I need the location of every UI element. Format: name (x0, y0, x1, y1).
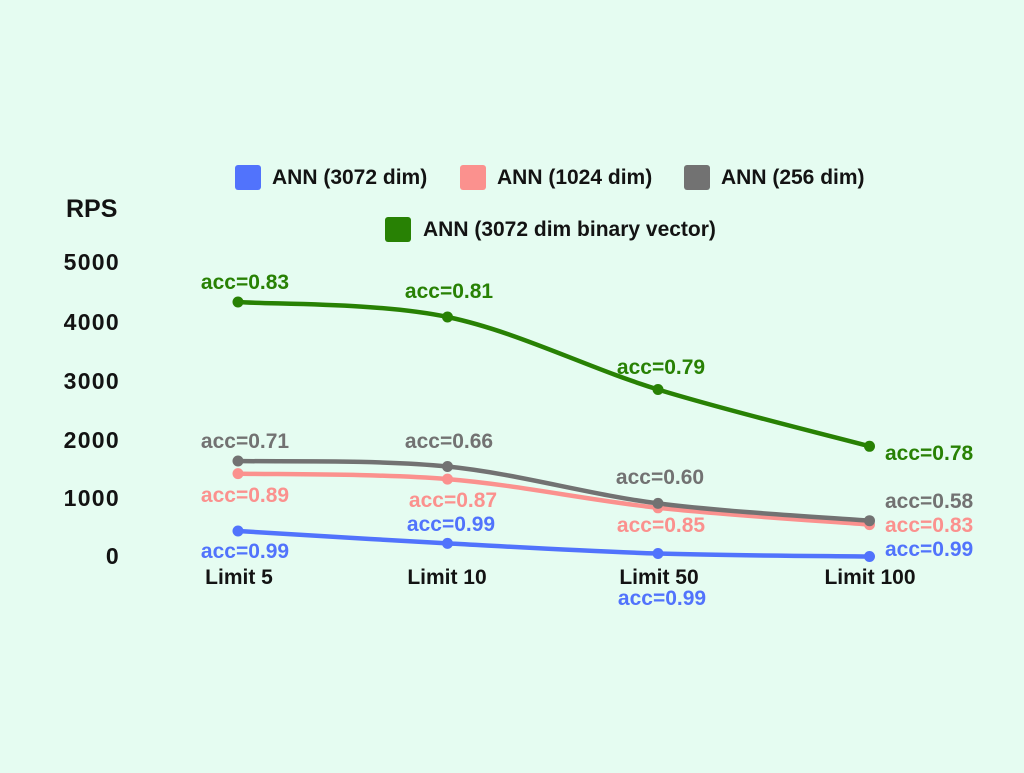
svg-text:acc=0.83: acc=0.83 (885, 514, 973, 537)
svg-text:acc=0.81: acc=0.81 (405, 280, 493, 303)
svg-text:acc=0.79: acc=0.79 (617, 356, 705, 379)
svg-text:ANN (1024 dim): ANN (1024 dim) (497, 166, 652, 189)
svg-text:acc=0.66: acc=0.66 (405, 430, 493, 453)
svg-text:ANN (3072 dim): ANN (3072 dim) (272, 166, 427, 189)
svg-text:acc=0.89: acc=0.89 (201, 484, 289, 507)
svg-text:acc=0.78: acc=0.78 (885, 442, 973, 465)
svg-text:Limit 10: Limit 10 (407, 566, 486, 589)
svg-text:acc=0.87: acc=0.87 (409, 489, 497, 512)
svg-text:acc=0.99: acc=0.99 (618, 587, 706, 610)
svg-text:Limit 50: Limit 50 (619, 566, 698, 589)
svg-text:Limit 5: Limit 5 (205, 566, 273, 589)
svg-text:1000: 1000 (64, 485, 120, 511)
svg-text:acc=0.99: acc=0.99 (407, 513, 495, 536)
svg-text:Limit 100: Limit 100 (824, 566, 915, 589)
svg-text:4000: 4000 (64, 309, 120, 335)
svg-text:acc=0.83: acc=0.83 (201, 271, 289, 294)
svg-text:acc=0.71: acc=0.71 (201, 430, 289, 453)
svg-text:5000: 5000 (64, 249, 120, 275)
svg-text:3000: 3000 (64, 368, 120, 394)
svg-text:acc=0.99: acc=0.99 (201, 540, 289, 563)
svg-text:0: 0 (106, 543, 120, 569)
svg-text:acc=0.60: acc=0.60 (616, 466, 704, 489)
svg-text:RPS: RPS (66, 195, 117, 223)
svg-text:acc=0.99: acc=0.99 (885, 538, 973, 561)
svg-text:2000: 2000 (64, 427, 120, 453)
svg-text:acc=0.58: acc=0.58 (885, 490, 973, 513)
svg-text:acc=0.85: acc=0.85 (617, 514, 705, 537)
svg-text:ANN (256 dim): ANN (256 dim) (721, 166, 865, 189)
svg-text:ANN (3072 dim binary vector): ANN (3072 dim binary vector) (423, 218, 716, 241)
